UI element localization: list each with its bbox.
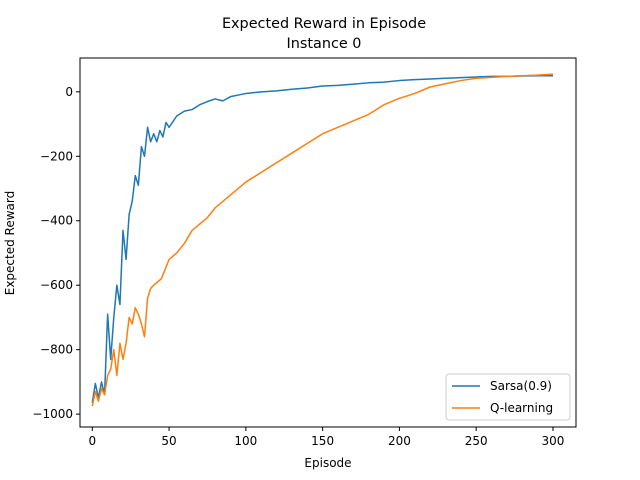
y-tick-label-5: 0 xyxy=(65,85,73,99)
y-tick-label-1: −800 xyxy=(40,343,73,357)
x-tick-label-4: 200 xyxy=(388,434,411,448)
legend-label-1: Q-learning xyxy=(490,401,553,415)
x-tick-label-2: 100 xyxy=(234,434,257,448)
y-tick-label-4: −200 xyxy=(40,149,73,163)
y-tick-label-0: −1000 xyxy=(32,407,73,421)
legend: Sarsa(0.9) Q-learning xyxy=(445,373,571,421)
x-tick-label-3: 150 xyxy=(311,434,334,448)
x-tick-label-1: 50 xyxy=(161,434,176,448)
series-line-1 xyxy=(91,73,554,407)
x-tick-label-5: 250 xyxy=(465,434,488,448)
y-tick-label-2: −600 xyxy=(40,278,73,292)
plot-frame xyxy=(79,57,577,428)
x-tick-label-6: 300 xyxy=(542,434,565,448)
y-axis-label: Expected Reward xyxy=(3,191,17,296)
chart-title: Expected Reward in Episode xyxy=(222,16,426,32)
x-tick-label-0: 0 xyxy=(88,434,96,448)
y-tick-label-3: −400 xyxy=(40,214,73,228)
legend-label-0: Sarsa(0.9) xyxy=(490,379,552,393)
chart-subtitle: Instance 0 xyxy=(287,36,362,52)
x-axis-label: Episode xyxy=(304,456,351,470)
series-line-0 xyxy=(91,74,553,403)
plot-area: 0 50 100 150 200 250 300 −1000 −800 −600 −400 −200 0 xyxy=(32,57,577,448)
